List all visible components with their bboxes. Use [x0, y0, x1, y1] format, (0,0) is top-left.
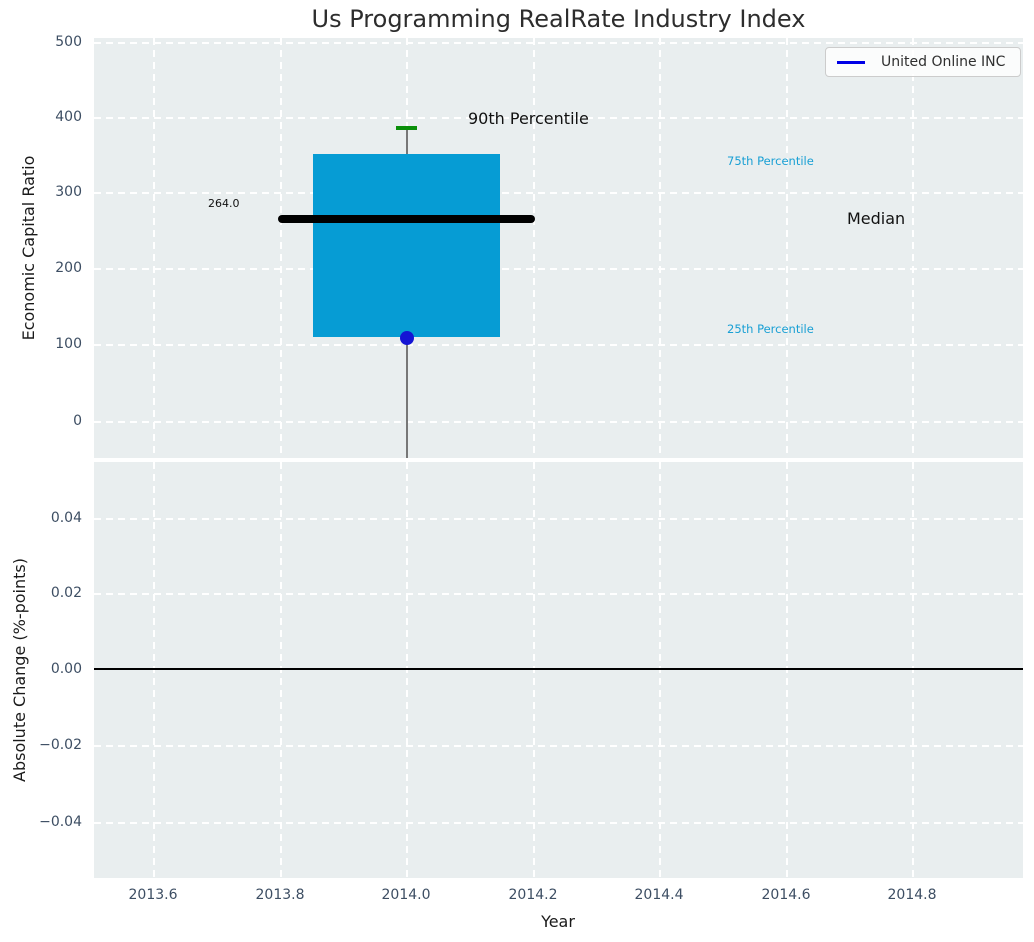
ytick-400: 400 — [55, 109, 82, 125]
gridline-y-0 — [94, 421, 1023, 423]
ytick--0.02: −0.02 — [39, 737, 82, 753]
ytick-200: 200 — [55, 260, 82, 276]
xtick-2014-0: 2014.0 — [381, 887, 431, 903]
company-point — [400, 331, 414, 345]
ytick-300: 300 — [55, 184, 82, 200]
legend-line-sample — [837, 60, 865, 64]
absolute-change-plot — [94, 462, 1023, 878]
x-axis-label: Year — [541, 912, 575, 931]
annotation-90th-percentile: 90th Percentile — [468, 109, 589, 128]
gridline-x-2013-6 — [153, 38, 155, 458]
economic-capital-ratio-plot: 264.0 90th Percentile 75th Percentile Me… — [94, 38, 1023, 458]
annotation-median: Median — [847, 209, 906, 228]
gridline-y-0.04 — [94, 518, 1023, 520]
gridline-x-2014-4 — [659, 38, 661, 458]
gridline-y-200 — [94, 268, 1023, 270]
ytick-0.04: 0.04 — [50, 510, 82, 526]
zero-change-line — [94, 668, 1023, 670]
median-line — [278, 215, 535, 223]
gridline-x-2013-8 — [280, 38, 282, 458]
median-value-label: 264.0 — [208, 197, 240, 210]
ytick-500: 500 — [55, 34, 82, 50]
ytick-0: 0 — [73, 413, 82, 429]
ytick-0.00: 0.00 — [50, 661, 82, 677]
legend-label: United Online INC — [881, 54, 1006, 70]
gridline-y-400 — [94, 117, 1023, 119]
gridline-x-2014-6 — [786, 38, 788, 458]
ytick--0.04: −0.04 — [39, 814, 82, 830]
xtick-2014-8: 2014.8 — [887, 887, 937, 903]
xtick-2014-6: 2014.6 — [761, 887, 811, 903]
annotation-25th-percentile: 25th Percentile — [727, 322, 814, 336]
gridline-x-2014-2 — [533, 462, 535, 878]
xtick-2014-4: 2014.4 — [634, 887, 684, 903]
gridline-y-100 — [94, 344, 1023, 346]
chart-title: Us Programming RealRate Industry Index — [311, 5, 806, 33]
gridline-y--0.02 — [94, 745, 1023, 747]
xtick-2014-2: 2014.2 — [508, 887, 558, 903]
y-axis-label-top: Economic Capital Ratio — [19, 155, 38, 341]
annotation-75th-percentile: 75th Percentile — [727, 154, 814, 168]
gridline-x-2013-8 — [280, 462, 282, 878]
iqr-box — [313, 154, 500, 337]
ytick-100: 100 — [55, 336, 82, 352]
percentile-90-cap — [396, 126, 417, 130]
y-axis-label-bottom: Absolute Change (%-points) — [10, 558, 29, 782]
gridline-x-2014-4 — [659, 462, 661, 878]
gridline-x-2013-6 — [153, 462, 155, 878]
gridline-y--0.04 — [94, 822, 1023, 824]
gridline-x-2014-6 — [786, 462, 788, 878]
gridline-y-300 — [94, 192, 1023, 194]
gridline-x-2014-0 — [406, 462, 408, 878]
xtick-2013-6: 2013.6 — [128, 887, 178, 903]
xtick-2013-8: 2013.8 — [255, 887, 305, 903]
gridline-y-0.02 — [94, 593, 1023, 595]
gridline-y-500 — [94, 42, 1023, 44]
ytick-0.02: 0.02 — [50, 585, 82, 601]
legend: United Online INC — [825, 47, 1021, 77]
gridline-x-2014-8 — [912, 38, 914, 458]
gridline-x-2014-8 — [912, 462, 914, 878]
gridline-x-2014-2 — [533, 38, 535, 458]
